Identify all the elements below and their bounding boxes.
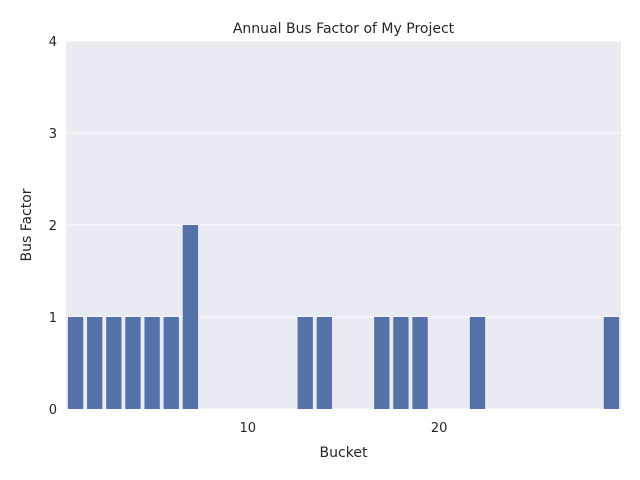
bar-bucket-3 — [106, 317, 122, 409]
y-tick-label: 4 — [49, 35, 57, 50]
chart-title: Annual Bus Factor of My Project — [233, 21, 455, 37]
y-axis-label: Bus Factor — [19, 188, 35, 261]
bar-bucket-22 — [469, 317, 486, 409]
bar-bucket-18 — [393, 317, 409, 409]
bars — [67, 225, 620, 409]
bar-bucket-17 — [374, 317, 390, 409]
bar-bucket-5 — [144, 317, 160, 409]
bar-bucket-4 — [125, 317, 141, 409]
bar-bucket-19 — [412, 317, 428, 409]
bar-bucket-13 — [297, 317, 313, 409]
bar-bucket-1 — [67, 317, 84, 409]
y-tick-label: 3 — [49, 127, 57, 142]
x-axis-label: Bucket — [320, 445, 368, 461]
bar-bucket-29 — [603, 317, 620, 409]
bar-bucket-2 — [87, 317, 103, 409]
bar-bucket-14 — [316, 317, 333, 409]
y-tick-label: 2 — [49, 219, 57, 234]
bar-bucket-7 — [182, 225, 199, 409]
bar-bucket-6 — [163, 317, 179, 409]
x-tick-label: 10 — [240, 421, 257, 436]
x-tick-label: 20 — [431, 421, 448, 436]
x-axis-ticks: 10 20 — [240, 421, 448, 436]
y-tick-label: 0 — [49, 403, 57, 418]
y-tick-label: 1 — [49, 311, 57, 326]
y-axis-ticks: 0 1 2 3 4 — [49, 35, 57, 418]
